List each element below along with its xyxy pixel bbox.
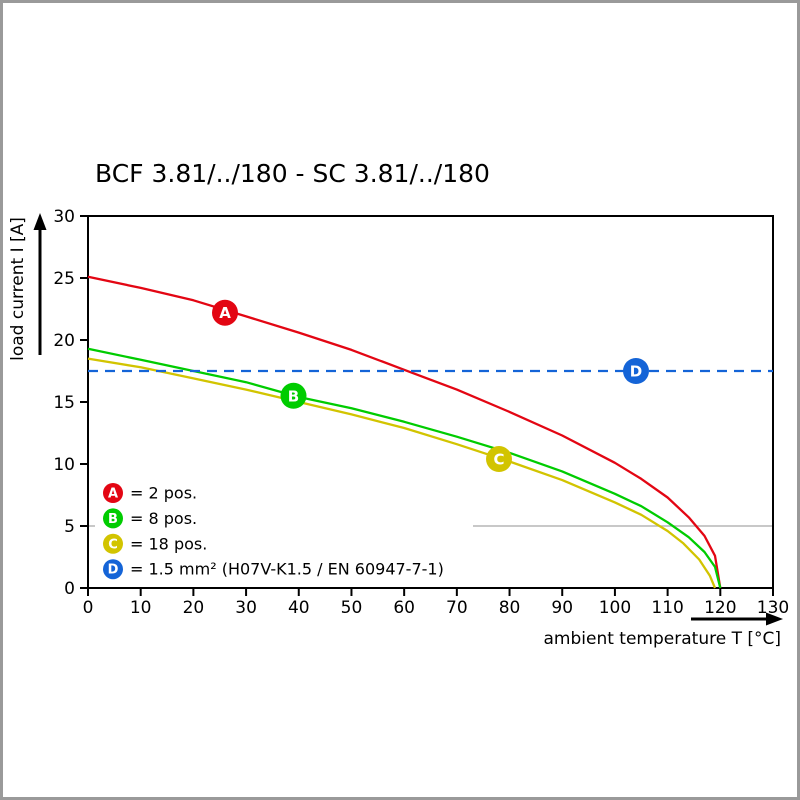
- x-tick-label: 30: [235, 598, 257, 618]
- y-tick-label: 30: [53, 207, 75, 227]
- curve-marker-C: [486, 446, 512, 473]
- legend-badge-letter-A: A: [108, 487, 118, 502]
- x-tick-label: 110: [651, 598, 683, 618]
- legend-badge-A: [103, 483, 123, 503]
- legend-badge-B: [103, 508, 123, 529]
- y-tick-label: 5: [64, 517, 75, 537]
- legend-label-D: = 1.5 mm² (H07V-K1.5 / EN 60947-7-1): [130, 560, 444, 579]
- x-tick-label: 70: [446, 598, 468, 618]
- y-tick-label: 25: [53, 269, 75, 289]
- x-tick-label: 120: [704, 598, 736, 618]
- x-tick-label: 100: [599, 598, 631, 618]
- legend-badge-letter-B: B: [108, 512, 118, 527]
- y-tick-label: 20: [53, 331, 75, 351]
- x-tick-label: 90: [551, 598, 573, 618]
- x-tick-label: 50: [341, 598, 363, 618]
- x-axis-label: ambient temperature T [°C]: [544, 629, 781, 649]
- x-tick-label: 80: [499, 598, 521, 618]
- curve-marker-letter-D: D: [630, 363, 642, 381]
- x-tick-label: 40: [288, 598, 310, 618]
- legend-badge-D: [103, 559, 123, 580]
- curve-marker-letter-A: A: [219, 304, 231, 322]
- y-tick-label: 15: [53, 393, 75, 413]
- legend-bg: [95, 480, 473, 581]
- x-axis-arrowhead-icon: [766, 612, 783, 626]
- x-tick-label: 20: [183, 598, 205, 618]
- legend-badge-letter-D: D: [108, 563, 119, 578]
- x-tick-label: 0: [83, 598, 94, 618]
- legend: A = 2 pos. B = 8 pos. C = 18 pos. D = 1.5 mm² (…: [95, 480, 473, 581]
- x-tick-label: 60: [393, 598, 415, 618]
- curve-marker-D: [623, 358, 649, 384]
- legend-label-C: = 18 pos.: [130, 534, 207, 553]
- legend-label-B: = 8 pos.: [130, 509, 197, 528]
- legend-label-A: = 2 pos.: [130, 484, 197, 503]
- curve-marker-B: [280, 382, 307, 409]
- y-axis-label: load current I [A]: [8, 217, 28, 361]
- y-tick-label: 0: [64, 579, 75, 599]
- curve-marker-letter-C: C: [493, 451, 504, 469]
- chart-title: BCF 3.81/../180 - SC 3.81/../180: [95, 159, 490, 188]
- x-tick-label: 10: [130, 598, 152, 618]
- legend-badge-C: [103, 533, 123, 554]
- legend-badge-letter-C: C: [108, 537, 118, 552]
- y-tick-label: 10: [53, 455, 75, 475]
- x-tick-label: 130: [757, 598, 789, 618]
- y-axis-arrowhead-icon: [33, 213, 47, 230]
- curve-marker-letter-B: B: [288, 387, 299, 405]
- curve-marker-A: [212, 299, 238, 326]
- derating-chart-canvas: 0 10 20 30 40 50 60 70 80 90 100 110 120 130 0 5 10 15 20 2…: [8, 207, 789, 649]
